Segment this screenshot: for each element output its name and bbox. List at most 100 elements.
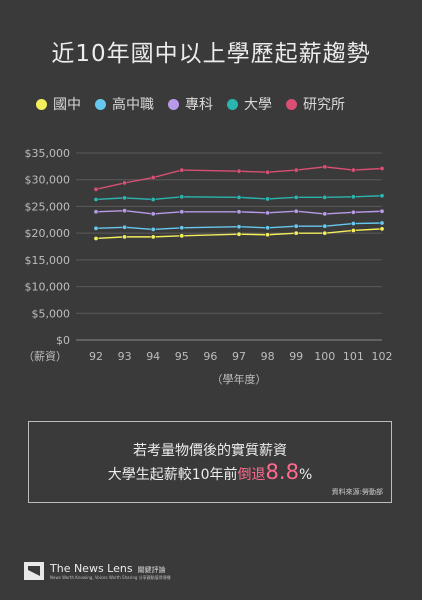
series-line-0	[95, 228, 383, 240]
legend-swatch	[227, 98, 238, 110]
brand-name-cn: 關鍵評論	[137, 565, 166, 574]
x-tick-label: 96	[203, 350, 217, 363]
data-point	[293, 167, 299, 173]
y-tick-label: $20,000	[25, 227, 71, 240]
data-point	[179, 167, 185, 173]
data-point	[350, 227, 356, 233]
legend-swatch	[286, 98, 297, 110]
x-tick-label: 92	[89, 350, 103, 363]
data-point	[350, 167, 356, 173]
legend-swatch	[36, 98, 47, 110]
data-point	[236, 231, 242, 237]
y-tick-label: $30,000	[25, 174, 71, 187]
data-point	[293, 223, 299, 229]
data-point	[122, 234, 128, 240]
note-line-1: 若考量物價後的實質薪資	[133, 443, 287, 459]
note-decline-word: 倒退	[237, 467, 266, 483]
brand-name: The News Lens	[50, 561, 133, 575]
legend-item-senior-high: 高中職	[95, 94, 154, 114]
data-point	[93, 209, 99, 215]
note-unit: %	[298, 467, 313, 483]
data-point	[379, 193, 385, 199]
data-point	[179, 225, 185, 231]
data-point	[265, 232, 271, 238]
legend-item-junior-high: 國中	[36, 94, 81, 114]
note-line-2: 大學生起薪較10年前倒退8.8%	[29, 460, 391, 484]
data-point	[236, 168, 242, 174]
data-point	[293, 230, 299, 236]
data-point	[322, 230, 328, 236]
line-chart: $0 $5,000 $10,000 $15,000 $20,000 $25,000 $30,…	[23, 147, 393, 386]
data-point	[150, 175, 156, 181]
x-tick-label: 95	[175, 350, 189, 363]
legend-swatch	[168, 98, 179, 110]
legend-label: 國中	[53, 97, 81, 113]
y-tick-label: $0	[56, 334, 70, 347]
news-lens-logo-icon	[24, 562, 44, 580]
x-tick-label: 99	[289, 350, 303, 363]
legend-item-junior-college: 專科	[168, 94, 213, 114]
data-point	[350, 194, 356, 200]
brand-tagline: News Worth Knowing, Voices Worth Sharing…	[50, 574, 171, 580]
y-tick-label: $5,000	[32, 307, 71, 320]
series-line-1	[95, 222, 383, 231]
x-tick-label: 100	[314, 350, 335, 363]
x-tick-label: 94	[146, 350, 160, 363]
chart-legend: 國中 高中職 專科 大學 研究所	[36, 94, 416, 114]
note-source: 資料來源:勞動部	[331, 488, 383, 496]
data-point	[93, 186, 99, 192]
footer-logo: The News Lens 關鍵評論 News Worth Knowing, V…	[24, 560, 224, 582]
series-line-2	[95, 210, 383, 215]
y-axis-label: （薪資）	[23, 350, 67, 363]
data-point	[93, 196, 99, 202]
y-tick-label: $10,000	[25, 281, 71, 294]
x-axis-label: （學年度）	[212, 372, 267, 386]
logo-text: The News Lens 關鍵評論 News Worth Knowing, V…	[50, 563, 171, 580]
x-tick-label: 93	[118, 350, 132, 363]
data-point	[179, 194, 185, 200]
data-point	[379, 220, 385, 226]
data-point	[122, 208, 128, 214]
note-box: 若考量物價後的實質薪資 大學生起薪較10年前倒退8.8% 資料來源:勞動部	[28, 421, 392, 503]
legend-label: 大學	[244, 97, 272, 113]
data-point	[350, 209, 356, 215]
data-point	[265, 196, 271, 202]
note-prefix: 大學生起薪較10年前	[107, 467, 238, 483]
legend-label: 專科	[185, 97, 213, 113]
data-point	[236, 209, 242, 215]
logo-name: The News Lens 關鍵評論	[50, 563, 171, 574]
data-point	[322, 223, 328, 229]
legend-label: 研究所	[303, 97, 345, 113]
x-tick-label: 97	[232, 350, 246, 363]
data-point	[179, 209, 185, 215]
data-point	[150, 211, 156, 217]
data-point	[265, 169, 271, 175]
data-point	[150, 226, 156, 232]
y-tick-label: $15,000	[25, 254, 71, 267]
data-point	[122, 180, 128, 186]
y-tick-label: $35,000	[25, 147, 71, 160]
data-point	[150, 196, 156, 202]
data-point	[322, 194, 328, 200]
data-point	[379, 208, 385, 214]
data-point	[93, 235, 99, 241]
legend-swatch	[95, 98, 106, 110]
legend-item-graduate: 研究所	[286, 94, 345, 114]
data-point	[265, 225, 271, 231]
data-point	[350, 221, 356, 227]
data-point	[236, 194, 242, 200]
data-point	[122, 195, 128, 201]
data-point	[122, 224, 128, 230]
series-line-4	[95, 166, 383, 191]
x-tick-label: 98	[261, 350, 275, 363]
data-point	[293, 194, 299, 200]
data-point	[179, 233, 185, 239]
x-tick-label: 102	[372, 350, 393, 363]
chart-title: 近10年國中以上學歷起薪趨勢	[51, 41, 371, 67]
legend-item-university: 大學	[227, 94, 272, 114]
data-point	[150, 234, 156, 240]
data-point	[293, 208, 299, 214]
y-tick-label: $25,000	[25, 200, 71, 213]
data-point	[322, 211, 328, 217]
data-point	[379, 226, 385, 232]
